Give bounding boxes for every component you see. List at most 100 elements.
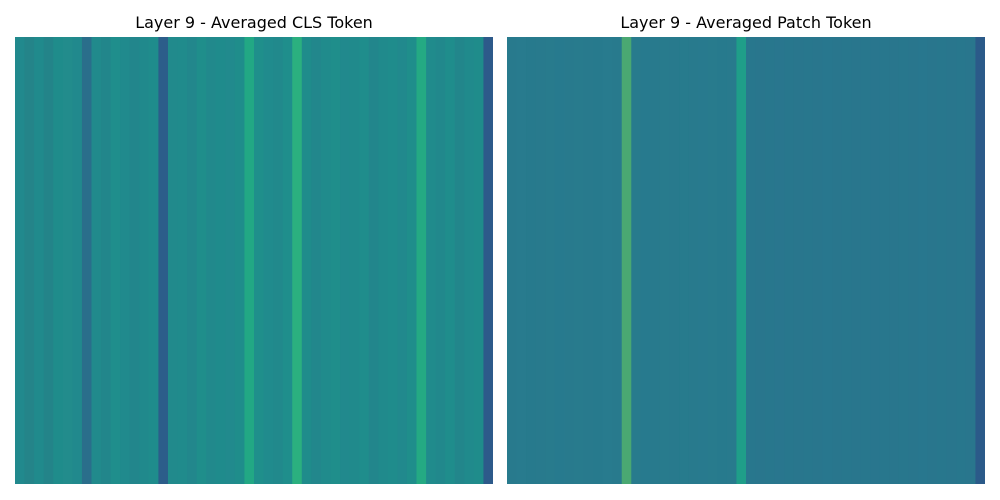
heatmap-column [640,37,651,484]
heatmap-column [507,37,517,484]
heatmap-column [679,37,690,484]
heatmap-column [937,37,948,484]
heatmap-column [225,37,236,484]
heatmap-column [139,37,150,484]
heatmap-column [110,37,121,484]
heatmap-column [81,37,92,484]
heatmap-column [148,37,159,484]
heatmap-column [282,37,293,484]
heatmap-column [435,37,446,484]
heatmap-column [822,37,833,484]
heatmap-column [554,37,565,484]
heatmap-column [526,37,537,484]
heatmap-column [669,37,680,484]
heatmap-column [349,37,360,484]
heatmap-column [535,37,546,484]
heatmap-column [416,37,427,484]
heatmap-column [860,37,871,484]
heatmap-column [368,37,379,484]
heatmap-column [564,37,575,484]
heatmap-column [898,37,909,484]
heatmap-cls-token [15,37,493,484]
heatmap-column [177,37,188,484]
heatmap-column [602,37,613,484]
heatmap-column [34,37,45,484]
heatmap-column [765,37,776,484]
heatmap-column [612,37,623,484]
heatmap-column [659,37,670,484]
heatmap-column [445,37,456,484]
heatmap-column [851,37,862,484]
heatmap-title-cls: Layer 9 - Averaged CLS Token [135,13,373,32]
heatmap-column [918,37,929,484]
heatmap-column [965,37,976,484]
heatmap-column [473,37,484,484]
heatmap-column [378,37,389,484]
heatmap-column [254,37,264,484]
heatmap-column [158,37,169,484]
heatmap-column [263,37,274,484]
heatmap-column [975,37,985,484]
heatmap-column [101,37,111,484]
heatmap-column [879,37,890,484]
heatmap-column [426,37,437,484]
heatmap-title-patch: Layer 9 - Averaged Patch Token [620,13,872,32]
heatmap-column [15,37,25,484]
heatmap-column [120,37,131,484]
heatmap-column [244,37,255,484]
heatmap-column [755,37,766,484]
heatmap-column [803,37,814,484]
heatmap-column [464,37,475,484]
heatmap-column [359,37,370,484]
heatmap-column [234,37,245,484]
heatmap-column [841,37,852,484]
heatmap-column [292,37,303,484]
heatmap-column [927,37,938,484]
heatmap-column [736,37,747,484]
heatmap-column [717,37,728,484]
heatmap-column [406,37,417,484]
heatmap-column [573,37,584,484]
heatmap-column [832,37,842,484]
heatmap-column [62,37,73,484]
heatmap-column [483,37,493,484]
heatmap-column [215,37,226,484]
heatmap-column [311,37,322,484]
heatmap-column [320,37,331,484]
heatmap-column [726,37,737,484]
heatmap-column [129,37,140,484]
heatmap-column [454,37,465,484]
heatmap-column [196,37,207,484]
heatmap-column [793,37,804,484]
heatmap-column [621,37,632,484]
heatmap-column [387,37,398,484]
heatmap-column [698,37,709,484]
heatmap-column [593,37,603,484]
heatmap-column [870,37,881,484]
heatmap-column [206,37,217,484]
heatmap-column [784,37,795,484]
heatmap-column [908,37,919,484]
heatmap-column [24,37,35,484]
heatmap-column [72,37,83,484]
heatmap-column [516,37,527,484]
heatmap-column [53,37,64,484]
heatmap-column [812,37,823,484]
heatmap-column [946,37,957,484]
heatmap-column [774,37,785,484]
heatmap-column [43,37,54,484]
heatmap-column [301,37,312,484]
heatmap-column [746,37,756,484]
heatmap-column [688,37,699,484]
heatmap-column [397,37,408,484]
heatmap-column [187,37,198,484]
heatmap-column [650,37,661,484]
heatmap-column [330,37,341,484]
heatmap-column [631,37,642,484]
heatmap-column [340,37,350,484]
heatmap-column [167,37,178,484]
heatmap-patch-token [507,37,985,484]
heatmap-column [707,37,718,484]
heatmap-column [889,37,900,484]
heatmap-column [273,37,284,484]
